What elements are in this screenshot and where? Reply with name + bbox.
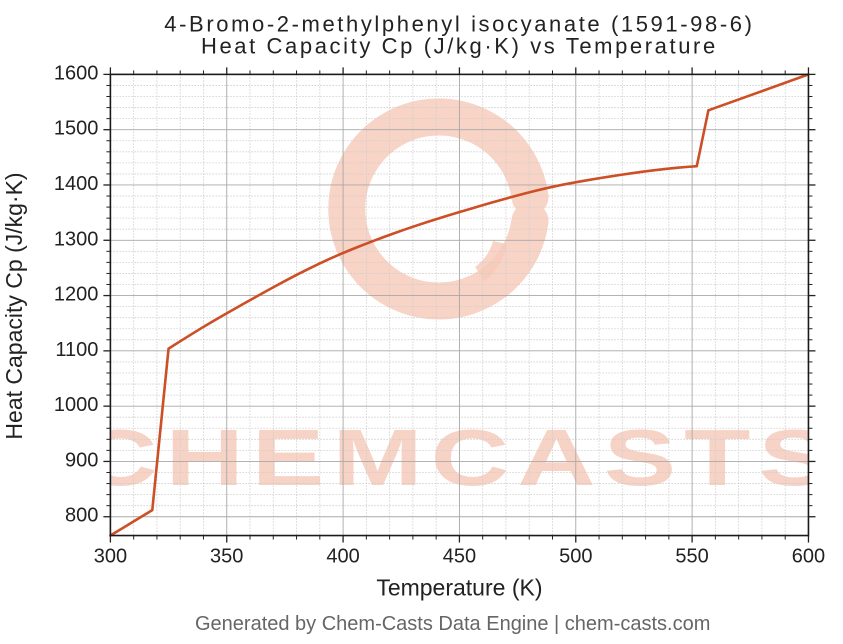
svg-text:600: 600 bbox=[792, 546, 825, 568]
svg-text:500: 500 bbox=[559, 546, 592, 568]
svg-text:1000: 1000 bbox=[54, 394, 99, 416]
svg-text:1100: 1100 bbox=[55, 339, 98, 361]
svg-text:Generated by Chem-Casts Data E: Generated by Chem-Casts Data Engine | ch… bbox=[195, 613, 710, 635]
svg-text:450: 450 bbox=[443, 546, 476, 568]
svg-text:400: 400 bbox=[326, 546, 359, 568]
svg-text:800: 800 bbox=[65, 505, 98, 527]
svg-text:Temperature (K): Temperature (K) bbox=[376, 575, 542, 601]
svg-text:1300: 1300 bbox=[54, 228, 99, 250]
svg-text:1200: 1200 bbox=[54, 284, 99, 306]
svg-text:900: 900 bbox=[65, 449, 98, 471]
svg-text:1500: 1500 bbox=[54, 118, 99, 140]
svg-text:Heat Capacity Cp (J/kg·K) vs T: Heat Capacity Cp (J/kg·K) vs Temperature bbox=[201, 34, 718, 59]
svg-text:550: 550 bbox=[675, 546, 708, 568]
svg-text:300: 300 bbox=[94, 546, 127, 568]
svg-text:350: 350 bbox=[210, 546, 243, 568]
svg-text:1400: 1400 bbox=[54, 173, 99, 195]
svg-text:1600: 1600 bbox=[54, 62, 99, 84]
svg-text:Heat Capacity Cp (J/kg·K): Heat Capacity Cp (J/kg·K) bbox=[1, 172, 27, 439]
